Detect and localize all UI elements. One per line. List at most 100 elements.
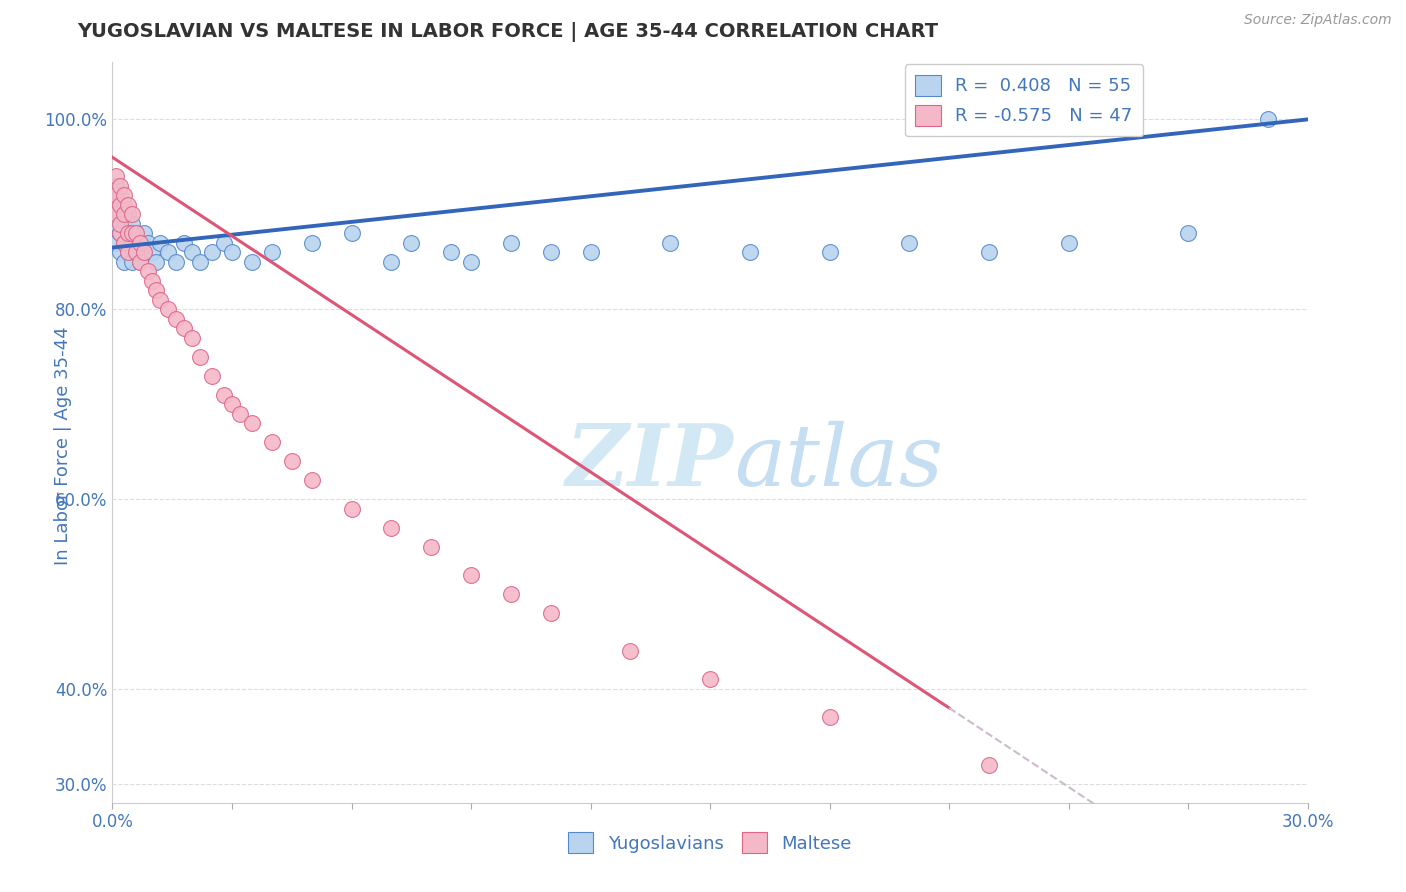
Point xyxy=(201,245,224,260)
Point xyxy=(110,178,132,193)
Point xyxy=(129,254,152,268)
Point xyxy=(301,235,323,250)
Point xyxy=(110,227,132,241)
Point xyxy=(1177,227,1199,241)
Point xyxy=(818,710,841,724)
Point xyxy=(460,254,482,268)
Point xyxy=(145,283,167,297)
Point xyxy=(121,227,143,241)
Text: In Labor Force | Age 35-44: In Labor Force | Age 35-44 xyxy=(55,326,72,566)
Point xyxy=(121,207,143,221)
Point xyxy=(699,673,721,687)
Text: atlas: atlas xyxy=(734,421,943,504)
Point xyxy=(105,207,128,221)
Point xyxy=(117,245,139,260)
Point xyxy=(181,331,204,345)
Point xyxy=(110,207,132,221)
Point xyxy=(340,501,363,516)
Point xyxy=(114,198,135,212)
Text: Source: ZipAtlas.com: Source: ZipAtlas.com xyxy=(1244,13,1392,28)
Point xyxy=(738,245,761,260)
Point xyxy=(110,245,132,260)
Point xyxy=(401,235,423,250)
Text: YUGOSLAVIAN VS MALTESE IN LABOR FORCE | AGE 35-44 CORRELATION CHART: YUGOSLAVIAN VS MALTESE IN LABOR FORCE | … xyxy=(77,22,938,42)
Point xyxy=(134,245,156,260)
Point xyxy=(540,245,562,260)
Point xyxy=(141,245,163,260)
Text: ZIP: ZIP xyxy=(567,420,734,504)
Point xyxy=(440,245,463,260)
Point xyxy=(117,245,139,260)
Point xyxy=(260,245,283,260)
Point xyxy=(121,235,143,250)
Point xyxy=(149,293,172,307)
Point xyxy=(105,169,128,184)
Point xyxy=(579,245,602,260)
Point xyxy=(380,520,402,534)
Point xyxy=(499,235,522,250)
Point xyxy=(105,198,128,212)
Point xyxy=(340,227,363,241)
Point xyxy=(301,473,323,487)
Point xyxy=(173,321,195,335)
Point xyxy=(129,235,152,250)
Point xyxy=(129,235,152,250)
Point xyxy=(134,227,156,241)
Point xyxy=(659,235,682,250)
Point xyxy=(114,188,135,202)
Point xyxy=(240,254,263,268)
Point xyxy=(540,606,562,620)
Point xyxy=(110,188,132,202)
Point xyxy=(138,264,160,278)
Point xyxy=(173,235,195,250)
Point xyxy=(201,368,224,383)
Point xyxy=(114,254,135,268)
Point xyxy=(212,387,235,401)
Point xyxy=(110,198,132,212)
Point xyxy=(117,227,139,241)
Point xyxy=(149,235,172,250)
Point xyxy=(105,217,128,231)
Point xyxy=(125,227,148,241)
Point xyxy=(380,254,402,268)
Point xyxy=(125,227,148,241)
Point xyxy=(221,245,243,260)
Point xyxy=(165,254,187,268)
Point xyxy=(212,235,235,250)
Point xyxy=(188,254,211,268)
Point xyxy=(420,540,443,554)
Point xyxy=(898,235,921,250)
Point xyxy=(121,254,143,268)
Point xyxy=(129,254,152,268)
Point xyxy=(141,274,163,288)
Point xyxy=(499,587,522,601)
Point xyxy=(260,435,283,450)
Point xyxy=(977,757,1000,772)
Point xyxy=(619,644,641,658)
Point xyxy=(145,254,167,268)
Point xyxy=(114,207,135,221)
Point xyxy=(281,454,304,468)
Point xyxy=(165,311,187,326)
Point xyxy=(1057,235,1080,250)
Point xyxy=(105,235,128,250)
Point xyxy=(114,217,135,231)
Point xyxy=(1257,112,1279,127)
Point xyxy=(121,217,143,231)
Point xyxy=(110,227,132,241)
Point xyxy=(114,235,135,250)
Legend: Yugoslavians, Maltese: Yugoslavians, Maltese xyxy=(561,825,859,861)
Point xyxy=(157,245,180,260)
Point xyxy=(110,217,132,231)
Point xyxy=(181,245,204,260)
Point xyxy=(114,235,135,250)
Point xyxy=(117,198,139,212)
Point xyxy=(157,302,180,317)
Point xyxy=(125,245,148,260)
Point xyxy=(138,235,160,250)
Point xyxy=(117,227,139,241)
Point xyxy=(977,245,1000,260)
Point xyxy=(117,207,139,221)
Point xyxy=(105,178,128,193)
Point xyxy=(229,407,252,421)
